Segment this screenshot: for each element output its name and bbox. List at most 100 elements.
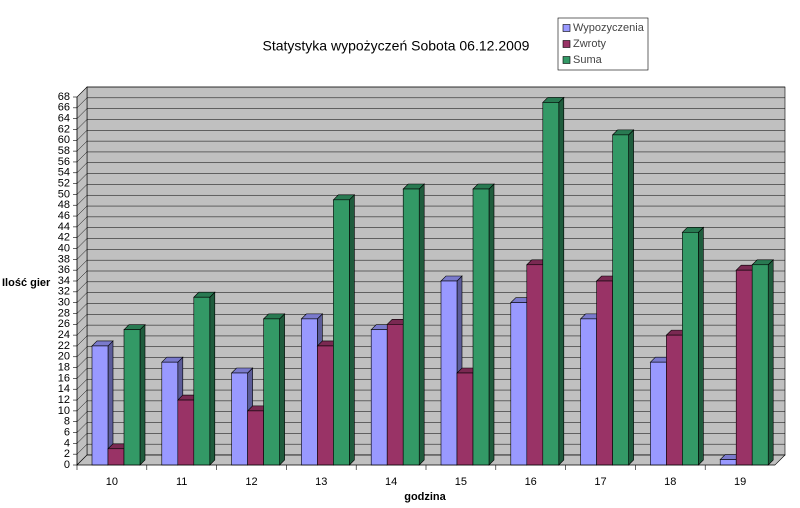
y-tick-label: 28 [58, 307, 70, 319]
grid-line-side [76, 389, 88, 401]
bar [231, 372, 248, 466]
bar [317, 345, 334, 466]
grid-line-side [76, 173, 88, 184]
bar-side [488, 183, 495, 466]
bar [735, 269, 753, 466]
x-tick-label: 11 [176, 476, 187, 488]
y-tick-label: 68 [58, 91, 70, 103]
grid-line-side [76, 303, 88, 314]
legend-label: Wypozyczenia [573, 22, 645, 34]
grid-line-side [76, 205, 88, 217]
y-tick-label: 14 [58, 383, 70, 395]
bar [107, 448, 125, 466]
grid-line-side [76, 108, 88, 119]
y-tick-label: 50 [58, 188, 70, 200]
y-tick-label: 16 [58, 372, 70, 384]
grid-line-side [76, 281, 88, 293]
bar [177, 399, 195, 466]
grid-line-side [76, 195, 88, 206]
legend-swatch [562, 56, 571, 64]
bar-side [767, 259, 774, 466]
x-tick-label: 17 [594, 476, 606, 488]
bar [301, 318, 318, 466]
grid-line-side [76, 119, 88, 130]
y-tick-label: 66 [58, 102, 70, 114]
grid-line-side [76, 454, 88, 466]
bar [386, 323, 404, 466]
bar [247, 410, 264, 466]
y-tick-label: 52 [58, 177, 70, 189]
bar-side [209, 291, 216, 466]
grid-line-side [76, 238, 88, 249]
bar [456, 372, 474, 466]
y-tick-label: 54 [58, 167, 70, 179]
y-tick-label: 4 [64, 437, 70, 449]
grid-line-side [76, 400, 88, 412]
y-tick-label: 22 [58, 340, 70, 352]
y-tick-label: 64 [58, 113, 70, 125]
bar [193, 296, 211, 466]
y-tick-label: 62 [58, 123, 70, 135]
grid-line-side [76, 140, 88, 152]
grid-line-side [76, 422, 88, 433]
grid-line-side [76, 216, 88, 228]
bar [650, 361, 667, 466]
y-tick-label: 58 [58, 145, 70, 157]
bar-side [418, 183, 425, 466]
bar [91, 345, 109, 466]
bar-side [628, 129, 634, 466]
bar [333, 199, 350, 466]
bar-side [349, 194, 355, 466]
legend-swatch [562, 40, 571, 48]
bar-side [698, 226, 704, 466]
bar-side [279, 313, 285, 466]
bar-side [139, 323, 146, 466]
grid-line-side [76, 433, 88, 444]
grid-line-side [76, 292, 88, 303]
x-tick-label: 15 [455, 476, 467, 488]
grid-line-side [76, 379, 88, 390]
x-tick-label: 10 [106, 476, 118, 488]
bar [612, 134, 629, 466]
chart-title: Statystyka wypożyczeń Sobota 06.12.2009 [263, 38, 530, 54]
grid-line-side [76, 227, 88, 238]
legend-swatch [562, 24, 571, 32]
y-tick-label: 20 [58, 351, 70, 363]
y-tick-label: 6 [64, 426, 70, 438]
y-tick-label: 36 [58, 264, 70, 276]
y-tick-label: 40 [58, 242, 70, 254]
x-tick-label: 12 [245, 476, 257, 488]
y-tick-label: 48 [58, 199, 70, 211]
legend-label: Suma [573, 54, 603, 66]
y-tick-label: 42 [58, 232, 70, 244]
y-tick-label: 46 [58, 210, 70, 222]
x-tick-label: 14 [385, 476, 397, 488]
grid-line-side [76, 314, 88, 325]
grid-line-side [76, 97, 88, 109]
x-tick-label: 19 [734, 476, 746, 488]
bar [580, 318, 597, 466]
bar [526, 264, 544, 466]
grid-line-side [76, 249, 88, 260]
bar [440, 280, 458, 466]
grid-line-side [76, 259, 88, 271]
bar [263, 318, 280, 466]
bar [472, 188, 490, 466]
grid-line-side [76, 270, 88, 282]
bar [510, 302, 528, 466]
x-tick-label: 16 [525, 476, 537, 488]
grid-line-side [76, 162, 88, 173]
y-tick-label: 56 [58, 156, 70, 168]
y-tick-label: 30 [58, 297, 70, 309]
y-tick-label: 0 [64, 459, 70, 471]
x-tick-label: 18 [664, 476, 676, 488]
grid-line-side [76, 151, 88, 163]
legend-box [557, 17, 649, 71]
bar [161, 361, 179, 466]
y-tick-label: 38 [58, 253, 70, 265]
y-tick-label: 10 [58, 405, 70, 417]
y-tick-label: 8 [64, 416, 70, 428]
y-tick-label: 18 [58, 361, 70, 373]
y-tick-label: 12 [58, 394, 70, 406]
